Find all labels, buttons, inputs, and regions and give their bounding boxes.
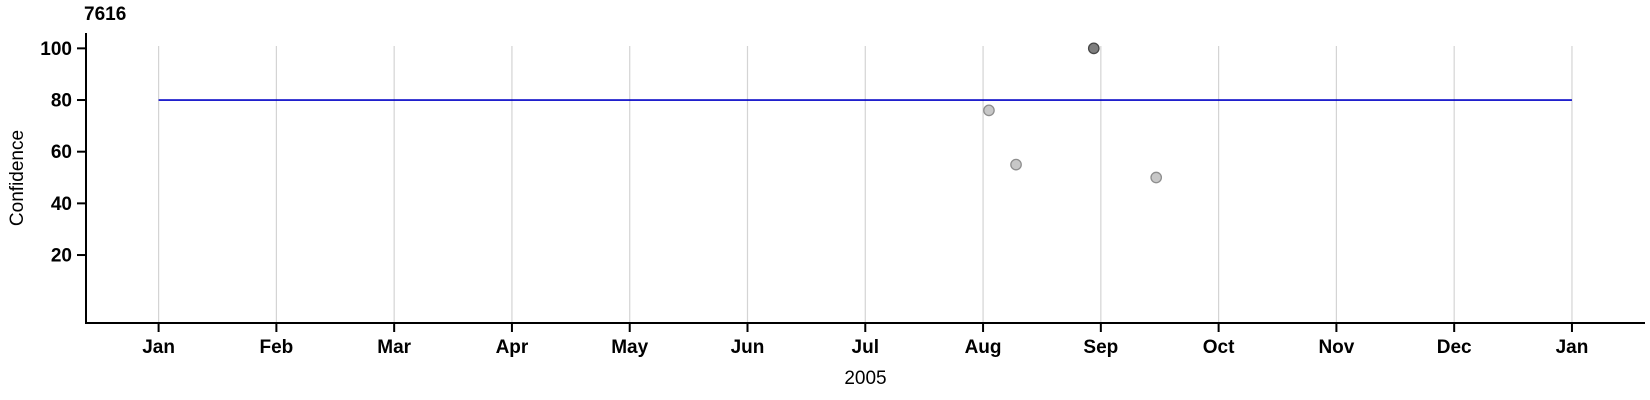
x-tick-label: Jul (852, 337, 879, 358)
x-tick-label: Apr (496, 337, 529, 358)
x-tick-label: Jun (731, 337, 765, 358)
y-tick-label: 20 (51, 246, 72, 267)
x-tick-label: Feb (259, 337, 293, 358)
y-tick-label: 80 (51, 91, 72, 112)
data-point (983, 104, 995, 117)
x-tick-label: Jan (1556, 337, 1589, 358)
x-tick-label: May (611, 337, 648, 358)
x-tick-label: Oct (1203, 337, 1235, 358)
y-tick-label: 100 (40, 39, 72, 60)
x-tick-label: Aug (965, 337, 1002, 358)
data-point (1010, 158, 1022, 171)
x-tick-label: Mar (377, 337, 411, 358)
data-point (1150, 171, 1163, 184)
y-tick-label: 60 (51, 142, 72, 163)
data-point (1087, 42, 1100, 55)
y-tick-label: 40 (51, 194, 72, 215)
x-axis-title: 2005 (844, 368, 887, 389)
y-axis-title: Confidence (7, 129, 28, 227)
x-tick-label: Sep (1083, 337, 1118, 358)
panel-id-label: 7616 (84, 4, 127, 25)
x-tick-label: Nov (1318, 337, 1354, 358)
x-tick-label: Dec (1437, 337, 1472, 358)
x-tick-label: Jan (142, 337, 175, 358)
